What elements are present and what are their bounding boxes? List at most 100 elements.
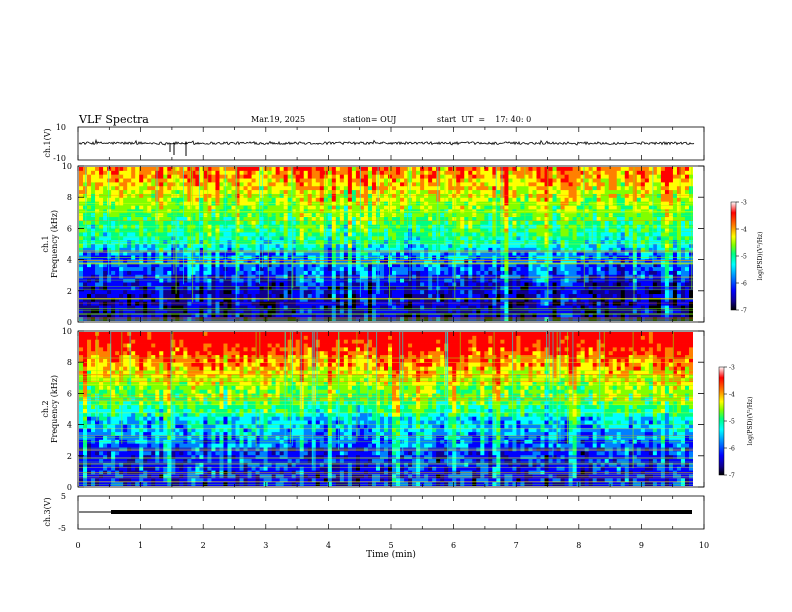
spectrogram-cell [432, 270, 437, 276]
spectrogram-cell [251, 167, 256, 172]
spectrogram-cell [532, 190, 537, 195]
spectrogram-cell [111, 286, 116, 291]
spectrogram-cell [616, 247, 622, 253]
spectrogram-cell [211, 270, 216, 276]
spectrogram-cell [688, 259, 693, 264]
spectrogram-cell [307, 217, 313, 222]
spectrogram-cell [151, 247, 156, 253]
spectrogram-cell [379, 228, 385, 233]
spectrogram-cell [107, 240, 112, 245]
spectrogram-cell [608, 251, 614, 256]
spectrogram-cell [516, 232, 521, 237]
spectrogram-cell [195, 186, 200, 191]
spectrogram-cell [644, 190, 650, 195]
spectrogram-cell [552, 232, 557, 237]
spectrogram-cell [147, 186, 152, 191]
spectrogram-cell [476, 251, 481, 256]
spectrogram-cell [592, 217, 598, 222]
spectrogram-cell [211, 228, 216, 233]
spectrogram-cell [191, 244, 196, 249]
spectrogram-cell [652, 220, 658, 226]
spectrogram-cell [476, 174, 481, 179]
spectrogram-cell [524, 170, 529, 176]
spectrogram-cell [660, 240, 666, 245]
spectrogram-cell [412, 240, 417, 245]
spectrogram-cell [636, 217, 642, 222]
spectrogram-cell [143, 244, 148, 249]
spectrogram-cell [287, 263, 293, 268]
spectrogram-cell [456, 174, 461, 179]
spectrogram-cell [163, 240, 168, 245]
spectrogram-cell [195, 259, 200, 264]
spectrogram-cell [195, 267, 200, 272]
spectrogram-cell [676, 205, 682, 210]
spectrogram-cell [243, 236, 248, 241]
spectrogram-cell [279, 228, 285, 233]
spectrogram-cell [255, 170, 260, 176]
spectrogram-cell [123, 220, 128, 226]
spectrogram-cell [560, 205, 565, 210]
spectrogram-cell [147, 167, 152, 172]
spectrogram-cell [311, 263, 317, 268]
spectrogram-cell [496, 217, 501, 222]
spectrogram-cell [327, 286, 333, 291]
spectrogram-cell [648, 170, 654, 176]
spectrogram-cell [151, 186, 156, 191]
spectrogram-cell [672, 174, 678, 179]
spectrogram-cell [576, 270, 582, 276]
spectrogram-cell [331, 278, 337, 283]
spectrogram-cell [392, 205, 397, 210]
spectrogram-cell [115, 217, 120, 222]
spectrogram-cell [343, 244, 349, 249]
spectrogram-cell [396, 190, 401, 195]
spectrogram-cell [668, 220, 674, 226]
spectrogram-cell [255, 217, 260, 222]
spectrogram-cell [263, 174, 269, 179]
spectrogram-cell [644, 167, 650, 172]
spectrogram-cell [432, 263, 437, 268]
spectrogram-cell [359, 217, 365, 222]
spectrogram-cell [379, 217, 385, 222]
spectrogram-cell [604, 190, 610, 195]
spectrogram-cell [436, 228, 441, 233]
spectrogram-cell [311, 190, 317, 195]
spectrogram-cell [688, 193, 693, 199]
spectrogram-cell [500, 259, 505, 264]
spectrogram-cell [424, 244, 429, 249]
spectrogram-cell [580, 197, 586, 203]
spectrogram-cell [239, 201, 244, 206]
spectrogram-cell [123, 236, 128, 241]
spectrogram-cell [95, 286, 100, 291]
spectrogram-cell [596, 186, 602, 191]
spectrogram-cell [303, 240, 309, 245]
spectrogram-cell [444, 178, 449, 183]
spectrogram-cell [111, 174, 116, 179]
spectrogram-cell [255, 174, 260, 179]
spectrogram-cell [195, 228, 200, 233]
spectrogram-cell [408, 286, 413, 291]
spectrogram-cell [656, 178, 662, 183]
spectrogram-cell [676, 251, 682, 256]
spectrogram-cell [355, 167, 361, 172]
spectrogram-cell [363, 290, 369, 295]
spectrogram-cell [319, 167, 325, 172]
spectrogram-cell [612, 270, 618, 276]
spectrogram-cell [620, 170, 626, 176]
spectrogram-cell [400, 217, 405, 222]
spectrogram-cell [548, 197, 553, 203]
spectrogram-cell [544, 240, 549, 245]
spectrogram-cell [576, 228, 582, 233]
spectrogram-cell [235, 290, 240, 295]
spectrogram-cell [283, 174, 289, 179]
spectrogram-cell [359, 282, 365, 287]
spectrogram-cell [624, 259, 630, 264]
spectrogram-cell [351, 247, 357, 253]
spectrogram-cell [660, 178, 666, 183]
spectrogram-cell [231, 244, 236, 249]
spectrogram-cell [496, 267, 501, 272]
spectrogram-cell [632, 220, 638, 226]
spectrogram-cell [99, 186, 104, 191]
spectrogram-cell [388, 259, 393, 264]
spectrogram-cell [392, 193, 397, 199]
spectrogram-cell [672, 240, 678, 245]
